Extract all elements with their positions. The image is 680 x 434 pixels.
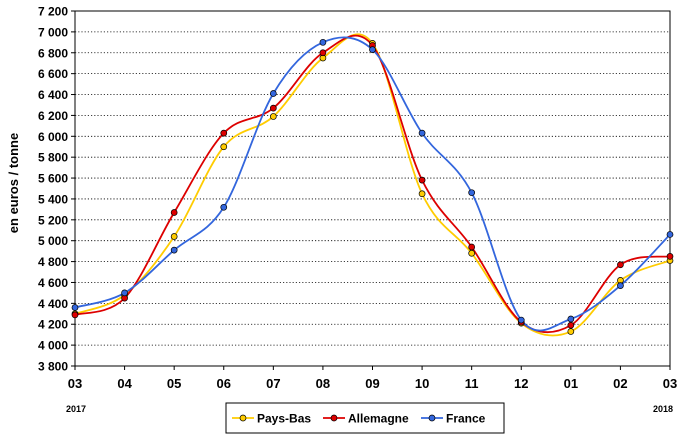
data-point bbox=[319, 38, 327, 46]
legend: Pays-Bas Allemagne France bbox=[225, 402, 505, 434]
data-point bbox=[220, 203, 228, 211]
data-point bbox=[617, 261, 624, 269]
data-point bbox=[517, 316, 525, 324]
x-tick-label: 06 bbox=[217, 376, 231, 391]
y-tick-label: 4 600 bbox=[38, 276, 68, 290]
axes bbox=[71, 10, 671, 370]
y-tick-label: 4 000 bbox=[38, 339, 68, 353]
data-point bbox=[71, 311, 79, 319]
year-label-end: 2018 bbox=[653, 404, 673, 414]
y-tick-label: 5 600 bbox=[38, 172, 68, 186]
tick-labels: 3 800 4 000 4 200 4 400 4 600 4 800 5 000 5 200… bbox=[38, 5, 677, 392]
y-tick-label: 7 000 bbox=[38, 25, 68, 39]
legend-entry-label: France bbox=[446, 412, 486, 426]
y-tick-label: 6 000 bbox=[38, 130, 68, 144]
x-tick-label: 05 bbox=[167, 376, 181, 391]
x-tick-label: 04 bbox=[117, 376, 132, 391]
data-point bbox=[666, 253, 674, 260]
series-line-0 bbox=[74, 33, 671, 337]
series-markers bbox=[71, 38, 674, 335]
series-line-2 bbox=[74, 36, 671, 332]
y-tick-label: 5 000 bbox=[38, 234, 68, 248]
data-point bbox=[468, 243, 476, 251]
y-axis-label: en euros / tonne bbox=[6, 133, 21, 233]
data-point bbox=[468, 249, 476, 257]
y-tick-label: 5 800 bbox=[38, 151, 68, 165]
y-tick-label: 6 200 bbox=[38, 109, 68, 123]
data-point bbox=[170, 209, 178, 216]
legend-swatch-marker bbox=[428, 414, 436, 422]
data-point bbox=[567, 328, 575, 335]
data-point bbox=[170, 246, 178, 254]
data-point bbox=[319, 49, 327, 57]
x-tick-label: 02 bbox=[613, 376, 627, 391]
y-tick-label: 5 400 bbox=[38, 192, 68, 206]
x-tick-label: 12 bbox=[514, 376, 528, 391]
x-tick-label: 07 bbox=[266, 376, 280, 391]
data-point bbox=[418, 129, 426, 137]
x-tick-label: 03 bbox=[68, 376, 82, 391]
gridlines bbox=[75, 10, 670, 346]
x-tick-label: 03 bbox=[663, 376, 677, 391]
y-tick-label: 4 400 bbox=[38, 297, 68, 311]
data-point bbox=[71, 304, 79, 311]
y-tick-label: 4 200 bbox=[38, 318, 68, 332]
series-lines bbox=[74, 33, 671, 337]
data-point bbox=[468, 189, 476, 197]
legend-entry-label: Allemagne bbox=[348, 412, 409, 426]
series-line-1 bbox=[74, 34, 671, 334]
data-point bbox=[369, 46, 376, 53]
data-point bbox=[269, 90, 277, 97]
y-tick-label: 3 800 bbox=[38, 360, 68, 374]
year-label-start: 2017 bbox=[66, 404, 86, 414]
x-tick-label: 10 bbox=[415, 376, 429, 391]
data-point bbox=[418, 176, 426, 184]
x-tick-label: 11 bbox=[465, 376, 479, 391]
x-tick-label: 09 bbox=[365, 376, 379, 391]
data-point bbox=[666, 231, 674, 238]
legend-swatch-marker bbox=[239, 414, 247, 422]
y-tick-label: 4 800 bbox=[38, 255, 68, 269]
y-tick-label: 6 800 bbox=[38, 46, 68, 60]
data-point bbox=[121, 289, 128, 297]
legend-entry-label: Pays-Bas bbox=[257, 412, 311, 426]
y-tick-label: 6 600 bbox=[38, 67, 68, 81]
data-point bbox=[269, 104, 277, 112]
data-point bbox=[418, 190, 426, 198]
y-tick-label: 7 200 bbox=[38, 5, 68, 19]
data-point bbox=[567, 315, 575, 323]
data-point bbox=[170, 233, 178, 240]
y-tick-label: 6 400 bbox=[38, 88, 68, 102]
legend-box bbox=[225, 402, 505, 434]
x-tick-label: 08 bbox=[316, 376, 330, 391]
data-point bbox=[220, 129, 228, 137]
data-point bbox=[567, 321, 575, 329]
y-tick-label: 5 200 bbox=[38, 213, 68, 227]
plot-frame bbox=[74, 10, 671, 367]
data-point bbox=[269, 113, 277, 120]
x-tick-label: 01 bbox=[564, 376, 578, 391]
legend-swatch-marker bbox=[330, 414, 338, 422]
data-point bbox=[220, 143, 228, 151]
data-point bbox=[617, 282, 624, 289]
